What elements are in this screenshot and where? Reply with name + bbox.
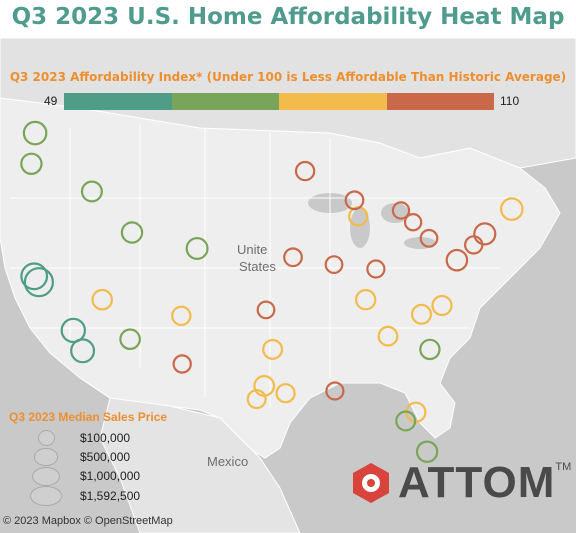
page-title: Q3 2023 U.S. Home Affordability Heat Map xyxy=(11,4,565,30)
map-attribution[interactable]: © 2023 Mapbox © OpenStreetMap xyxy=(3,515,173,527)
size-legend-row: $1,000,000 xyxy=(30,466,140,486)
attom-logo-text: ATTOM xyxy=(398,458,556,507)
data-point-32[interactable] xyxy=(172,354,192,374)
data-point-1[interactable] xyxy=(23,267,55,298)
data-point-21[interactable] xyxy=(445,248,469,272)
data-point-26[interactable] xyxy=(294,160,316,182)
size-legend-row: $500,000 xyxy=(30,447,130,467)
us-landmass xyxy=(0,97,561,459)
data-point-5[interactable] xyxy=(70,338,96,364)
data-point-18[interactable] xyxy=(395,410,417,432)
color-legend-max-label: 110 xyxy=(500,94,520,108)
data-point-35[interactable] xyxy=(403,212,423,232)
data-point-39[interactable] xyxy=(366,259,386,279)
size-legend-row: $1,592,500 xyxy=(30,485,140,507)
size-legend-label: $100,000 xyxy=(80,431,131,445)
data-point-28[interactable] xyxy=(256,300,276,320)
data-point-3[interactable] xyxy=(20,152,43,176)
map-svg xyxy=(0,38,576,533)
attom-logo-tm: TM xyxy=(555,461,572,473)
data-point-10[interactable] xyxy=(262,338,284,360)
size-legend-title: Q3 2023 Median Sales Price xyxy=(9,410,168,424)
data-point-31[interactable] xyxy=(80,180,103,203)
map-label-states: States xyxy=(239,259,276,274)
size-legend-label: $1,000,000 xyxy=(80,469,141,483)
data-point-22[interactable] xyxy=(499,197,524,221)
color-legend-min-label: 49 xyxy=(44,94,58,108)
color-step-2 xyxy=(171,93,279,110)
map-canvas[interactable] xyxy=(0,38,576,533)
data-point-38[interactable] xyxy=(419,338,441,361)
data-point-24[interactable] xyxy=(355,289,377,311)
state-borders xyxy=(10,123,520,408)
attom-logo: ATTOM TM xyxy=(348,458,571,508)
color-legend-title: Q3 2023 Affordability Index* (Under 100 … xyxy=(9,70,567,84)
data-point-19[interactable] xyxy=(473,222,497,246)
size-legend-swatch xyxy=(34,448,58,466)
data-point-34[interactable] xyxy=(344,190,365,211)
data-point-20[interactable] xyxy=(464,235,484,255)
data-point-33[interactable] xyxy=(246,389,267,410)
size-legend-swatch xyxy=(32,466,60,486)
data-point-29[interactable] xyxy=(325,381,345,401)
data-point-0[interactable] xyxy=(20,262,49,291)
data-point-16[interactable] xyxy=(415,440,439,463)
data-point-37[interactable] xyxy=(431,294,453,317)
data-points-layer xyxy=(20,120,524,463)
data-point-8[interactable] xyxy=(120,221,144,244)
mexico-landmass xyxy=(99,397,301,533)
color-step-1 xyxy=(64,93,172,110)
data-point-14[interactable] xyxy=(391,201,411,220)
data-point-30[interactable] xyxy=(171,305,192,326)
color-step-4 xyxy=(386,93,494,110)
data-point-6[interactable] xyxy=(119,328,141,350)
data-point-25[interactable] xyxy=(324,255,344,275)
size-legend-label: $1,592,500 xyxy=(80,489,141,503)
data-point-9[interactable] xyxy=(91,288,113,311)
data-point-15[interactable] xyxy=(377,325,399,347)
size-legend-swatch xyxy=(30,485,62,507)
data-point-36[interactable] xyxy=(419,228,439,248)
data-point-23[interactable] xyxy=(411,303,433,325)
map-label-mexico: Mexico xyxy=(207,454,249,469)
color-legend-bar xyxy=(64,93,494,110)
attom-logo-icon xyxy=(353,463,389,503)
map-label-united: Unite xyxy=(237,242,268,257)
size-legend-swatch xyxy=(37,430,55,446)
size-legend-row: $100,000 xyxy=(30,428,130,448)
data-point-7[interactable] xyxy=(185,237,209,261)
data-point-27[interactable] xyxy=(283,247,303,268)
size-legend-label: $500,000 xyxy=(80,450,131,464)
data-point-2[interactable] xyxy=(22,120,48,146)
data-point-4[interactable] xyxy=(60,317,87,344)
color-step-3 xyxy=(279,93,387,110)
data-point-11[interactable] xyxy=(275,383,296,404)
